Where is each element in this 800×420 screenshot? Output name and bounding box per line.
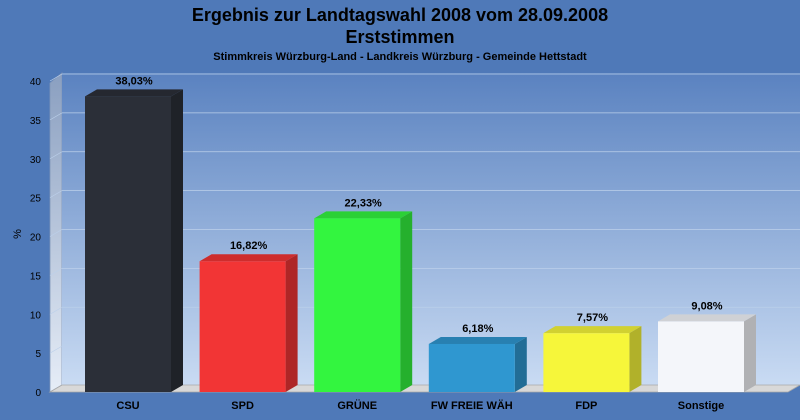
bar <box>658 314 756 392</box>
bar-front <box>543 333 630 392</box>
bar <box>314 211 413 392</box>
y-tick-label: 20 <box>30 233 42 244</box>
gridline-side <box>49 268 63 276</box>
data-label: 9,08% <box>691 300 722 312</box>
bar-front <box>314 218 401 392</box>
y-tick-label: 40 <box>30 77 42 88</box>
bar-top <box>314 211 413 219</box>
data-label: 16,82% <box>230 240 268 252</box>
bar-side <box>400 211 413 392</box>
bar-side <box>744 314 756 392</box>
x-tick-label: SPD <box>231 400 254 412</box>
bar <box>543 326 642 392</box>
bar-front <box>428 343 515 392</box>
y-axis-ticks: 0 5 10 15 20 25 30 35 40 <box>30 77 42 399</box>
bar-top <box>85 89 183 97</box>
gridline-side <box>49 112 63 121</box>
bars <box>85 89 756 393</box>
bar-top <box>428 336 527 344</box>
bar-side <box>514 336 527 392</box>
bar-top <box>543 326 642 334</box>
bar-front <box>658 321 744 392</box>
y-tick-label: 35 <box>30 116 42 127</box>
bar-front <box>199 261 286 392</box>
bar-side <box>629 326 642 392</box>
y-tick-label: 25 <box>30 194 42 205</box>
bar-top <box>658 314 756 322</box>
x-tick-label: FDP <box>575 400 597 412</box>
bar-top <box>199 254 298 262</box>
gridline-side <box>49 190 63 198</box>
y-tick-label: 15 <box>30 271 42 282</box>
value-labels: 38,03% 16,82% 22,33% 6,18% 7,57% 9,08% <box>115 75 722 335</box>
x-axis-labels: CSU SPD GRÜNE FW FREIE WÄH FDP Sonstige <box>116 399 724 412</box>
data-label: 22,33% <box>345 197 383 209</box>
bar-side <box>171 89 183 393</box>
chart-title-line2: Erststimmen <box>345 27 455 47</box>
gridline-side <box>49 306 63 315</box>
x-tick-label: FW FREIE WÄH <box>431 399 513 412</box>
data-label: 6,18% <box>462 323 493 335</box>
y-tick-label: 0 <box>35 388 41 399</box>
gridline-side <box>49 151 63 160</box>
x-tick-label: GRÜNE <box>337 399 377 412</box>
bar <box>85 89 183 393</box>
x-tick-label: CSU <box>116 400 139 412</box>
gridline-side <box>49 73 63 82</box>
y-tick-label: 5 <box>35 349 41 360</box>
gridline-side <box>49 229 63 237</box>
bar <box>428 336 527 392</box>
bar <box>199 254 298 392</box>
y-axis-label: % <box>12 229 24 239</box>
bar-front <box>85 96 171 393</box>
data-label: 38,03% <box>115 75 153 87</box>
x-tick-label: Sonstige <box>678 400 724 412</box>
chart-header: Ergebnis zur Landtagswahl 2008 vom 28.09… <box>0 4 800 63</box>
y-tick-label: 10 <box>30 310 42 321</box>
y-tick-label: 30 <box>30 155 42 166</box>
gridline-side <box>49 345 63 354</box>
chart-title: Ergebnis zur Landtagswahl 2008 vom 28.09… <box>191 5 609 25</box>
chart-left-wall <box>49 72 63 393</box>
chart-subtitle: Stimmkreis Würzburg-Land - Landkreis Wür… <box>213 51 587 63</box>
bar-side <box>285 254 298 392</box>
data-label: 7,57% <box>577 312 608 324</box>
